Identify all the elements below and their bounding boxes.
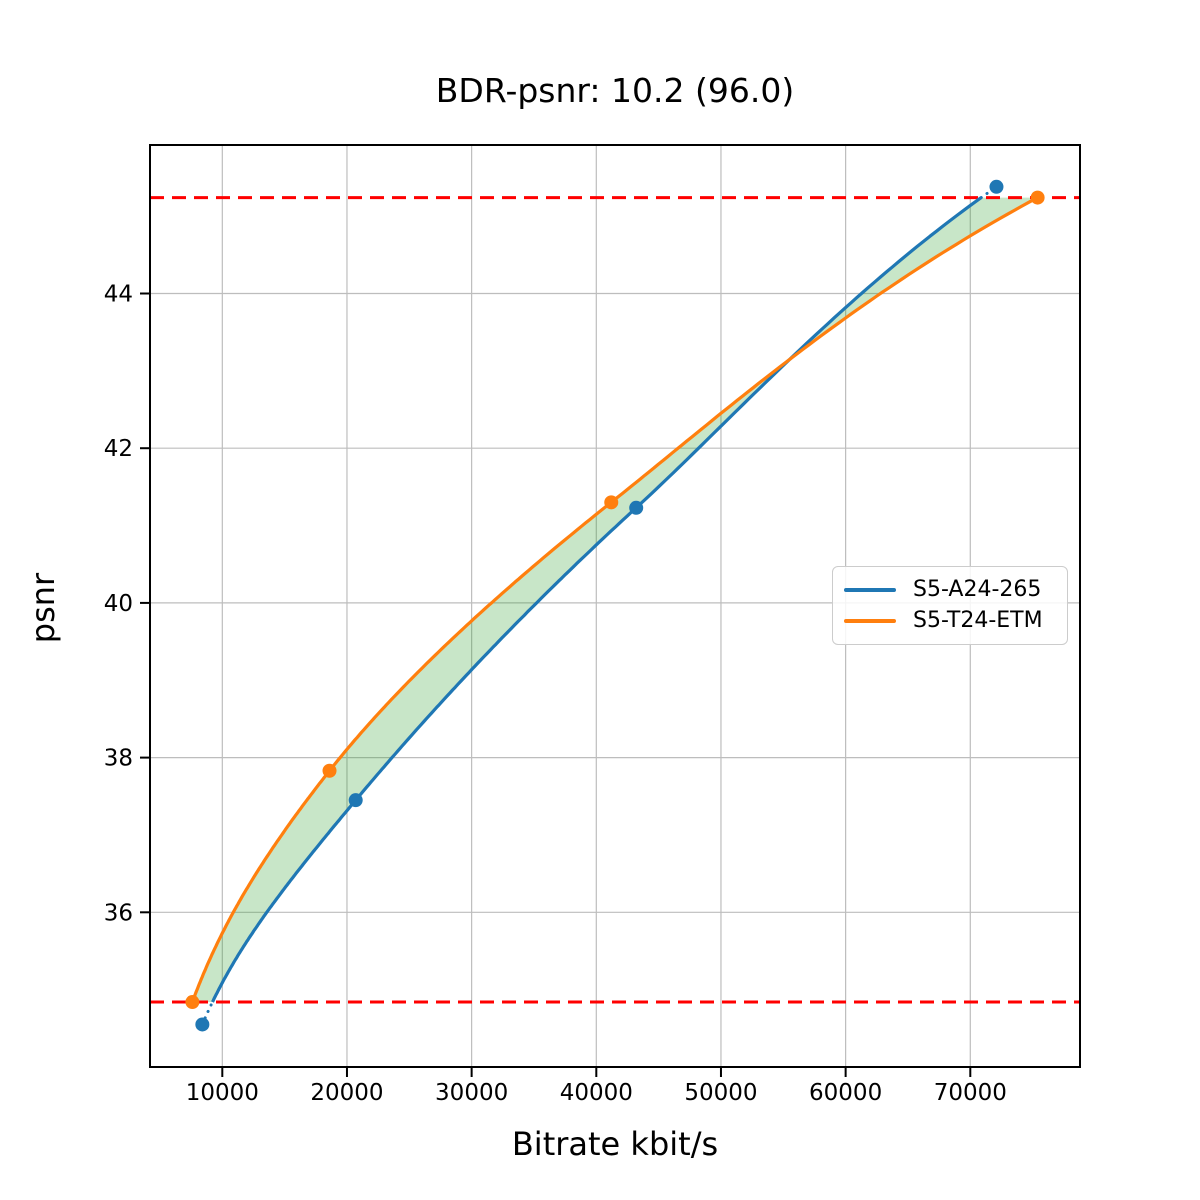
y-tick-label: 40 (104, 591, 133, 617)
legend: S5-A24-265 S5-T24-ETM (832, 566, 1068, 645)
x-tick-label: 60000 (809, 1080, 882, 1106)
data-point-s5-a24-265 (195, 1017, 210, 1032)
x-tick-label: 40000 (560, 1080, 633, 1106)
data-point-s5-t24-etm (1030, 190, 1045, 205)
data-point-s5-a24-265 (348, 793, 363, 808)
legend-item: S5-A24-265 (844, 579, 1055, 601)
rd-curve-s5-t24-etm (190, 196, 1039, 1003)
legend-label: S5-T24-ETM (913, 608, 1043, 633)
y-tick-label: 42 (104, 436, 133, 462)
rd-curve-s5-a24-265-dotted (200, 1000, 214, 1026)
x-axis-label: Bitrate kbit/s (511, 1125, 719, 1163)
data-point-s5-a24-265 (629, 500, 644, 515)
data-point-s5-a24-265 (989, 179, 1004, 194)
y-tick-label: 44 (104, 282, 133, 308)
data-point-s5-t24-etm (322, 763, 337, 778)
chart-title: BDR-psnr: 10.2 (96.0) (435, 71, 795, 110)
plot-border (149, 144, 1081, 1068)
x-tick-label: 20000 (310, 1080, 383, 1106)
data-point-s5-t24-etm (604, 495, 619, 510)
data-point-s5-t24-etm (185, 995, 200, 1010)
x-tick-label: 70000 (934, 1080, 1007, 1106)
legend-label: S5-A24-265 (913, 577, 1042, 602)
x-tick-label: 10000 (186, 1080, 259, 1106)
legend-line-sample (844, 588, 896, 592)
legend-item: S5-T24-ETM (844, 610, 1055, 632)
y-axis-label: psnr (24, 572, 62, 644)
legend-line-sample (844, 619, 896, 623)
x-tick-label: 30000 (435, 1080, 508, 1106)
y-tick-label: 38 (104, 746, 133, 772)
y-tick-label: 36 (104, 900, 133, 926)
x-tick-label: 50000 (684, 1080, 757, 1106)
rd-curve-s5-a24-265 (211, 196, 983, 1003)
